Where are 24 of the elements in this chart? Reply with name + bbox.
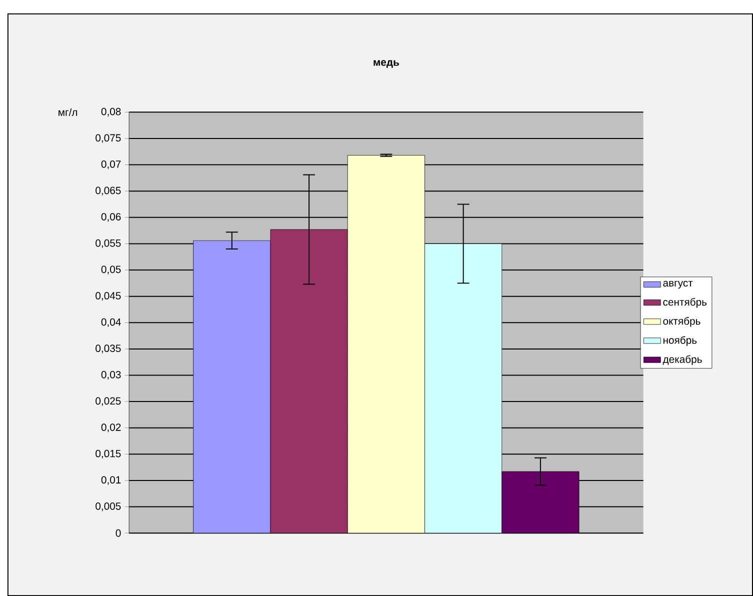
y-tick-label: 0,015 xyxy=(96,450,121,458)
y-tick-label: 0,005 xyxy=(96,502,121,512)
chart-title: медь xyxy=(374,60,399,68)
y-tick-label: 0,08 xyxy=(101,108,121,116)
legend-label: сентябрь xyxy=(663,298,707,308)
y-tick-label: 0,02 xyxy=(101,424,121,432)
y-tick-label: 0,045 xyxy=(96,292,121,301)
y-tick-label: 0,01 xyxy=(101,476,121,485)
y-axis-title: мг/л xyxy=(58,108,78,116)
y-tick-label: 0,075 xyxy=(96,134,121,143)
y-tick-label: 0,055 xyxy=(96,239,121,248)
y-tick-label: 0,03 xyxy=(101,370,121,380)
y-tick-label: 0,06 xyxy=(101,213,121,222)
y-tick-label: 0,04 xyxy=(101,318,121,327)
legend-label: декабрь xyxy=(662,355,702,365)
y-tick-label: 0,025 xyxy=(96,397,121,406)
legend-label: август xyxy=(663,280,693,289)
y-tick-label: 0 xyxy=(116,529,121,537)
y-tick-label: 0,05 xyxy=(101,266,121,274)
y-tick-label: 0,065 xyxy=(96,186,121,196)
legend-label: октябрь xyxy=(663,316,700,327)
legend-label: ноябрь xyxy=(663,336,697,346)
y-tick-label: 0,07 xyxy=(101,160,121,170)
y-tick-label: 0,035 xyxy=(96,344,121,354)
